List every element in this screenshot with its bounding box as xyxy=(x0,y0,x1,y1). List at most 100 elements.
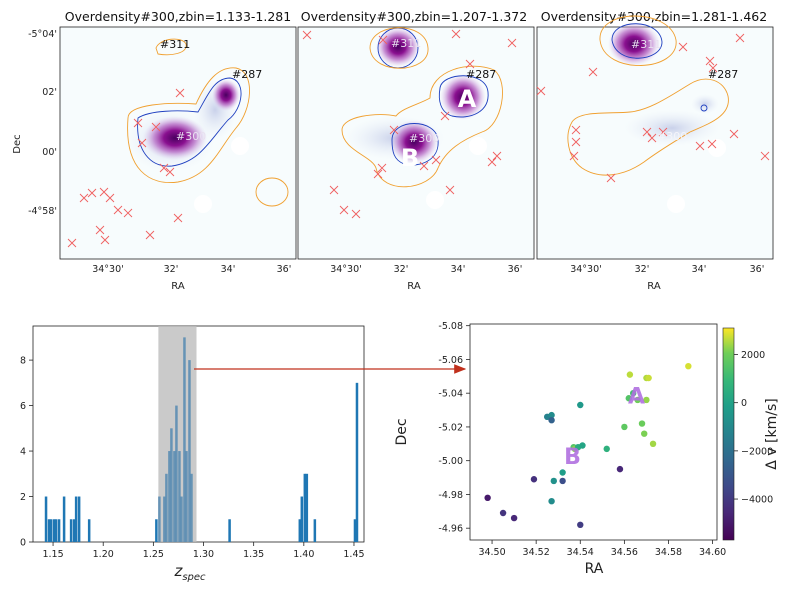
scatter-annotation: B xyxy=(564,445,581,470)
panel-3-outer-contour xyxy=(567,78,729,176)
histogram-bar xyxy=(47,519,51,542)
panel-1-ytick-1: 02' xyxy=(42,87,57,98)
galaxy-cross-marker xyxy=(302,30,312,40)
histogram-bar xyxy=(72,519,76,542)
scatter-points xyxy=(484,362,692,529)
scatter-xtick-label: 34.50 xyxy=(478,547,505,558)
histogram-bar xyxy=(355,382,359,542)
scatter-yticks: -5.08 -5.06 -5.04 -5.02 -5.00 -4.98 -4.96 xyxy=(438,321,470,535)
galaxy-cross-marker xyxy=(377,163,387,173)
panel-1-ytick-0: -5°04' xyxy=(28,29,57,40)
galaxy-cross-marker xyxy=(339,205,349,215)
panel-2-outer-contour xyxy=(341,65,503,188)
galaxy-cross-marker xyxy=(67,238,77,248)
histogram-bar xyxy=(87,519,91,542)
panel-2-inner-contour-a xyxy=(438,75,489,118)
panel-3-mask-hole xyxy=(708,139,726,157)
panel-1-contour-311 xyxy=(155,38,187,56)
panel-2-density-311 xyxy=(376,27,420,67)
panel-1-inner-contour xyxy=(137,77,242,167)
galaxy-cross-marker xyxy=(100,235,110,245)
histogram-bar xyxy=(168,451,171,542)
histogram-ytick-label: 4 xyxy=(20,447,26,458)
scatter-point xyxy=(603,445,610,453)
panel-2-title: Overdensity#300,zbin=1.207-1.372 xyxy=(301,9,527,24)
panel-1-xtick-3: 36' xyxy=(277,264,292,275)
panel-2-xtick-0: 34°30' xyxy=(330,264,362,275)
panel-3-crosses xyxy=(536,33,770,183)
colorbar-label: Δ v [km/s] xyxy=(764,398,780,469)
scatter-ytick-label: -5.08 xyxy=(438,321,463,332)
galaxy-cross-marker xyxy=(440,111,450,121)
panel-1-mask-hole-2 xyxy=(194,195,212,213)
galaxy-cross-marker xyxy=(451,29,461,39)
histogram-xtick-label: 1.25 xyxy=(143,549,164,560)
galaxy-cross-marker xyxy=(695,141,705,151)
scatter-point xyxy=(641,430,648,437)
galaxy-cross-marker xyxy=(487,157,497,167)
panel-3-label-300: #300 xyxy=(657,130,687,143)
panel-1-xtick-0: 34°30' xyxy=(92,264,124,275)
histogram-bar xyxy=(74,496,78,542)
histogram-yticks: 0 2 4 6 8 xyxy=(20,356,33,549)
scatter-point xyxy=(643,396,650,404)
galaxy-cross-marker xyxy=(373,169,383,179)
galaxy-cross-marker xyxy=(705,56,715,66)
galaxy-cross-marker xyxy=(79,193,89,203)
histogram-xtick-label: 1.45 xyxy=(343,549,364,560)
panel-3-xlabel: RA xyxy=(647,281,661,292)
scatter-xticks: 34.50 34.52 34.54 34.56 34.58 34.60 xyxy=(478,540,726,558)
histogram-bars xyxy=(44,337,359,542)
galaxy-cross-marker xyxy=(378,35,388,45)
galaxy-cross-marker xyxy=(708,63,718,73)
panel-2-marker-a: A xyxy=(458,85,477,113)
scatter-point xyxy=(548,411,555,419)
scatter-point xyxy=(625,395,632,402)
histogram-bar xyxy=(57,519,61,542)
panel-3-mask-hole-2 xyxy=(667,195,685,213)
histogram-bar xyxy=(300,496,304,542)
histogram-xtick-label: 1.40 xyxy=(293,549,314,560)
panel-2-label-287: #287 xyxy=(466,68,496,81)
scatter-annotation: A xyxy=(628,384,645,409)
scatter-point xyxy=(530,476,538,483)
panel-2-xtick-2: 34' xyxy=(451,264,466,275)
galaxy-cross-marker xyxy=(105,193,115,203)
histogram-xtick-label: 1.30 xyxy=(193,549,214,560)
scatter-point xyxy=(559,469,566,476)
histogram-bar xyxy=(175,405,178,542)
panel-1-outer-contour xyxy=(127,67,250,184)
panel-2-xlabel: RA xyxy=(407,281,421,292)
scatter-point xyxy=(579,442,586,449)
panel-3-inner-contour-287 xyxy=(700,104,708,112)
galaxy-cross-marker xyxy=(606,173,616,183)
galaxy-cross-marker xyxy=(419,161,429,171)
colorbar-ticks: 2000 0 −2000 −4000 xyxy=(734,350,773,506)
panel-1-density-300 xyxy=(143,116,207,160)
histogram-bar xyxy=(298,519,302,542)
scatter-point xyxy=(577,401,584,409)
galaxy-cross-marker xyxy=(465,59,475,69)
scatter-frame xyxy=(469,323,718,541)
panel-3-haze xyxy=(624,110,720,146)
scatter-point xyxy=(548,416,555,424)
colorbar-tick-label: −4000 xyxy=(741,495,773,506)
histogram-ytick-label: 2 xyxy=(20,492,26,503)
scatter-point xyxy=(510,514,518,522)
scatter-ytick-label: -4.98 xyxy=(438,490,463,501)
overdensity-panel-1: Overdensity#300,zbin=1.133-1.281 #311 #2… xyxy=(12,9,297,292)
galaxy-cross-marker xyxy=(329,185,339,195)
histogram-bar xyxy=(165,473,168,542)
colorbar-gradient xyxy=(722,327,735,541)
panel-3-xtick-0: 34°30' xyxy=(570,264,602,275)
overdensity-panel-3: Overdensity#300,zbin=1.281-1.462 #311 #2… xyxy=(536,9,774,292)
scatter-point xyxy=(499,509,507,517)
panel-1-label-311: #311 xyxy=(160,38,190,51)
scatter-xtick-label: 34.58 xyxy=(655,547,682,558)
histogram-xlabel: zspec xyxy=(173,562,206,583)
histogram-ytick-label: 8 xyxy=(20,356,26,367)
panel-3-density-311 xyxy=(608,22,660,66)
histogram-bar xyxy=(49,519,53,542)
histogram-ytick-label: 0 xyxy=(20,538,26,549)
